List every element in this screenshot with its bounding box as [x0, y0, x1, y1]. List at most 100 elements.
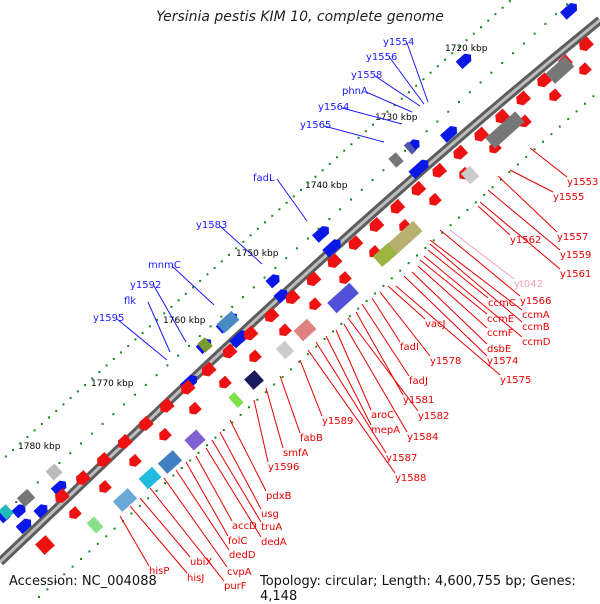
outer-dot [292, 195, 295, 198]
forward-leader-line [171, 265, 215, 306]
reverse-gene-label: ubiX [190, 557, 212, 568]
forward-gene-block [16, 488, 36, 508]
reverse-dot [474, 201, 477, 204]
inner-dot [425, 130, 428, 133]
reverse-dot [374, 292, 376, 295]
reverse-leader-line [429, 243, 523, 323]
reverse-dot [206, 444, 208, 447]
forward-gene-label: y1564 [318, 102, 349, 113]
forward-gene-block-shape [197, 337, 213, 353]
reverse-gene-arrow [474, 126, 490, 142]
reverse-leader-line [529, 147, 568, 178]
forward-gene-label: flk [124, 296, 136, 307]
inner-dot [285, 257, 288, 260]
reverse-dot [130, 512, 133, 515]
reverse-dot [466, 209, 469, 212]
reverse-gene-label: y1557 [557, 232, 588, 243]
reverse-gene-arrow-inner-shape [339, 271, 352, 284]
reverse-gene-arrow [243, 325, 259, 341]
outer-dot [400, 97, 403, 100]
reverse-dot [239, 413, 242, 416]
map-title: Yersinia pestis KIM 10, complete genome [156, 9, 444, 25]
outer-dot [19, 442, 22, 445]
reverse-gene-label: y1562 [510, 235, 541, 246]
reverse-dot [592, 95, 595, 98]
reverse-gene-block [275, 340, 295, 360]
outer-dot [343, 149, 346, 152]
outer-dot [33, 429, 36, 432]
outer-dot [220, 260, 223, 263]
inner-dot [69, 452, 72, 455]
forward-leader-line [116, 318, 168, 361]
reverse-dot [567, 117, 570, 120]
reverse-gene-label: y1589 [322, 416, 353, 427]
reverse-gene-block-shape [228, 392, 244, 408]
reverse-gene-arrow-shape [159, 397, 175, 413]
forward-gene-arrow [229, 330, 248, 349]
reverse-gene-arrow-inner-shape [549, 88, 562, 102]
reverse-dot [525, 155, 528, 158]
outer-dot [328, 162, 331, 165]
forward-gene-arrow-shape [15, 518, 32, 535]
reverse-gene-label: y1561 [560, 269, 591, 280]
reverse-gene-arrow-shape [264, 307, 280, 323]
outer-dot [350, 143, 353, 146]
reverse-dot [533, 148, 536, 151]
forward-gene-block-shape [45, 463, 63, 481]
reverse-dot [491, 186, 494, 189]
reverse-gene-arrow [96, 451, 112, 467]
reverse-gene-arrow [159, 397, 175, 413]
inner-dot [58, 461, 61, 464]
outer-dot [264, 221, 266, 224]
reverse-leader-line [497, 175, 558, 233]
reverse-dot [508, 171, 511, 174]
reverse-leader-line [427, 249, 489, 299]
forward-leader-line [406, 42, 429, 103]
reverse-gene-arrow-inner-shape [129, 453, 142, 467]
reverse-gene-label: y1581 [403, 395, 434, 406]
reverse-leader-line [325, 335, 372, 426]
outer-dot [458, 45, 461, 48]
reverse-leader-line [387, 285, 426, 320]
reverse-dot [88, 550, 91, 553]
reverse-gene-arrow-inner [159, 427, 172, 441]
outer-dot [415, 84, 418, 87]
reverse-gene-block [157, 450, 183, 474]
reverse-leader-line [479, 201, 561, 270]
kbp-tick-label: 1740 kbp [305, 181, 348, 191]
forward-gene-block [0, 504, 14, 520]
forward-gene-label: fadL [253, 173, 275, 184]
reverse-gene-arrow-inner-shape [579, 62, 592, 76]
reverse-gene-arrow [201, 361, 217, 377]
outer-dot [321, 169, 324, 172]
outer-dot [12, 448, 14, 451]
reverse-gene-arrow-inner-shape [309, 297, 322, 311]
reverse-gene-block-shape [138, 466, 162, 490]
reverse-dot [399, 269, 402, 272]
reverse-gene-label: dedA [261, 537, 287, 548]
forward-gene-arrow [408, 159, 429, 180]
reverse-gene-block-shape [275, 340, 295, 360]
reverse-leader-line [347, 317, 419, 412]
reverse-dot [164, 482, 166, 485]
forward-gene-arrow [50, 480, 67, 497]
reverse-gene-label: purF [224, 581, 247, 592]
reverse-gene-arrow-shape [222, 343, 238, 359]
reverse-gene-label: y1555 [553, 192, 584, 203]
inner-dot [566, 3, 568, 6]
reverse-gene-block-shape [157, 450, 183, 474]
reverse-gene-block-shape [485, 111, 525, 149]
reverse-dot [214, 436, 217, 439]
reverse-gene-arrow-shape [453, 144, 469, 160]
reverse-gene-arrow [579, 36, 594, 52]
reverse-dot [550, 133, 553, 136]
reverse-dot [584, 102, 586, 105]
reverse-dot [332, 330, 334, 333]
forward-leader-line [153, 285, 187, 343]
reverse-dot [180, 467, 183, 470]
forward-gene-arrow-shape [50, 480, 67, 497]
inner-dot [188, 344, 190, 347]
reverse-leader-line [477, 205, 511, 236]
reverse-dot [432, 239, 435, 242]
outer-dot [69, 396, 72, 399]
